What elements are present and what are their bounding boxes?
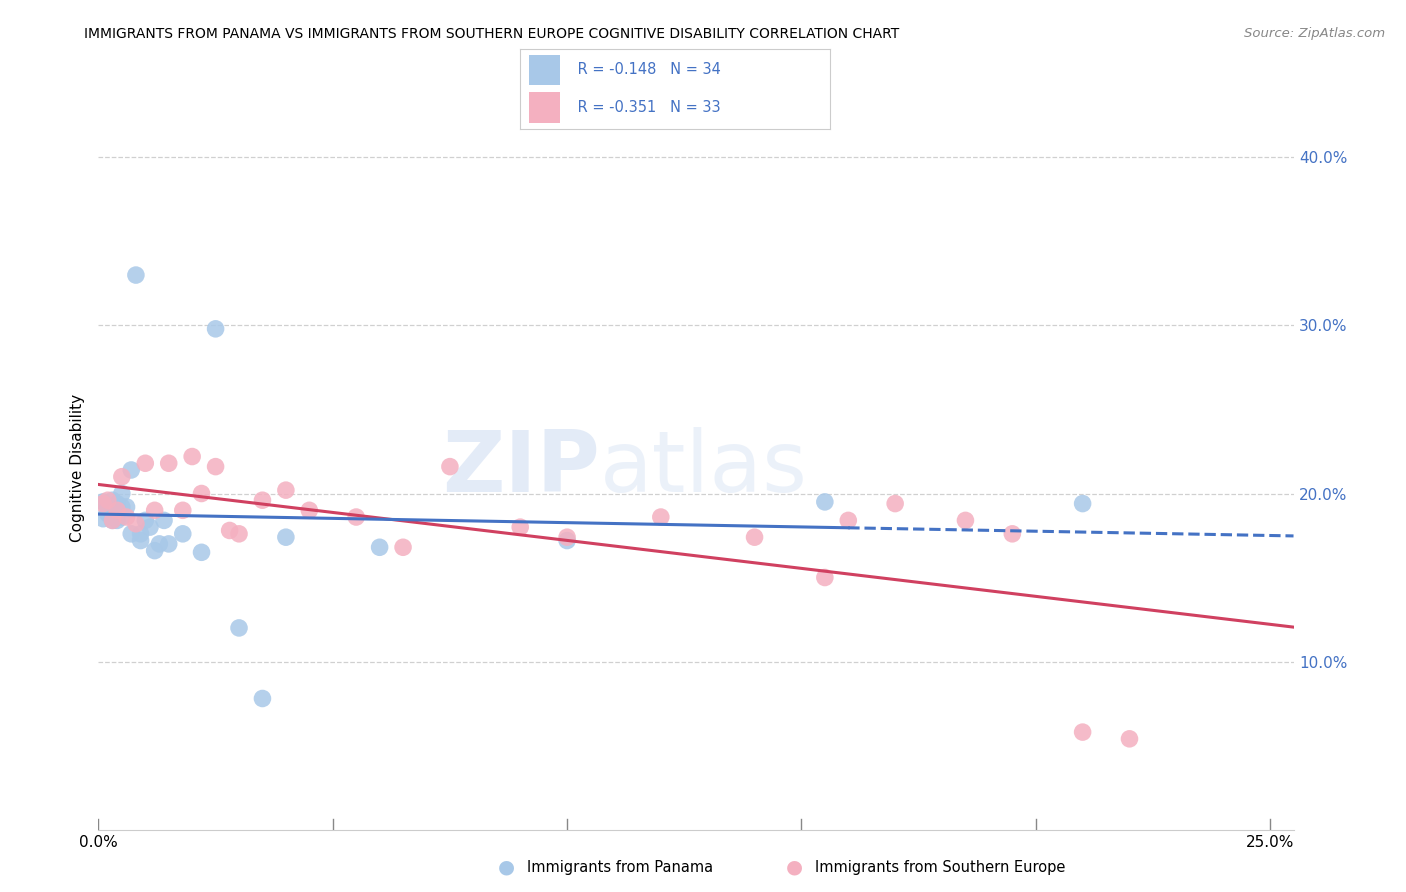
Bar [530,54,561,86]
Text: Source: ZipAtlas.com: Source: ZipAtlas.com [1244,27,1385,40]
Point [134,456,156,470]
Text: R = -0.148   N = 34: R = -0.148 N = 34 [572,62,721,78]
Point [298,503,321,517]
Point [204,322,226,336]
Y-axis label: Cognitive Disability: Cognitive Disability [69,394,84,542]
Point [91,495,114,509]
Point [1001,526,1024,541]
Point [91,512,114,526]
Point [181,450,204,464]
Point [105,497,128,511]
Point [97,507,120,521]
Point [125,516,148,531]
Text: IMMIGRANTS FROM PANAMA VS IMMIGRANTS FROM SOUTHERN EUROPE COGNITIVE DISABILITY C: IMMIGRANTS FROM PANAMA VS IMMIGRANTS FRO… [84,27,900,41]
Point [1118,731,1140,746]
Point [228,526,250,541]
Point [555,530,578,544]
Point [97,493,120,508]
Point [744,530,766,544]
Point [105,503,128,517]
Point [837,513,859,527]
Point [555,533,578,548]
Point [134,513,156,527]
Point [190,486,212,500]
Point [120,526,142,541]
Point [190,545,212,559]
Text: atlas: atlas [600,426,808,510]
Point [344,510,367,524]
Text: Immigrants from Panama: Immigrants from Panama [527,860,713,874]
Point [955,513,977,527]
Point [172,526,194,541]
Point [274,483,297,497]
Point [143,543,166,558]
Point [1071,725,1094,739]
Point [218,524,240,538]
Point [884,497,907,511]
Text: ZIP: ZIP [443,426,600,510]
Point [111,469,134,483]
Point [368,541,391,555]
Point [101,513,124,527]
Point [252,691,274,706]
Point [439,459,461,474]
Point [111,510,134,524]
Text: R = -0.351   N = 33: R = -0.351 N = 33 [572,100,720,115]
Text: ●: ● [498,857,515,877]
Point [228,621,250,635]
Point [97,500,120,514]
Point [91,497,114,511]
Point [157,456,180,470]
Point [1071,497,1094,511]
Point [125,268,148,282]
Point [392,541,415,555]
Point [120,463,142,477]
Point [274,530,297,544]
Point [129,533,152,548]
Point [157,537,180,551]
Point [101,513,124,527]
Point [650,510,672,524]
Point [814,495,837,509]
Point [129,526,152,541]
Point [148,537,170,551]
Point [139,520,162,534]
Point [111,486,134,500]
Point [101,493,124,508]
Point [101,503,124,517]
Point [814,570,837,584]
Point [252,493,274,508]
Point [111,500,134,514]
Point [115,500,138,514]
Point [204,459,226,474]
Point [143,503,166,517]
Point [105,513,128,527]
Text: ●: ● [786,857,803,877]
Text: Immigrants from Southern Europe: Immigrants from Southern Europe [815,860,1066,874]
Point [172,503,194,517]
Point [153,513,176,527]
Point [115,510,138,524]
Point [509,520,531,534]
Bar [530,93,561,123]
